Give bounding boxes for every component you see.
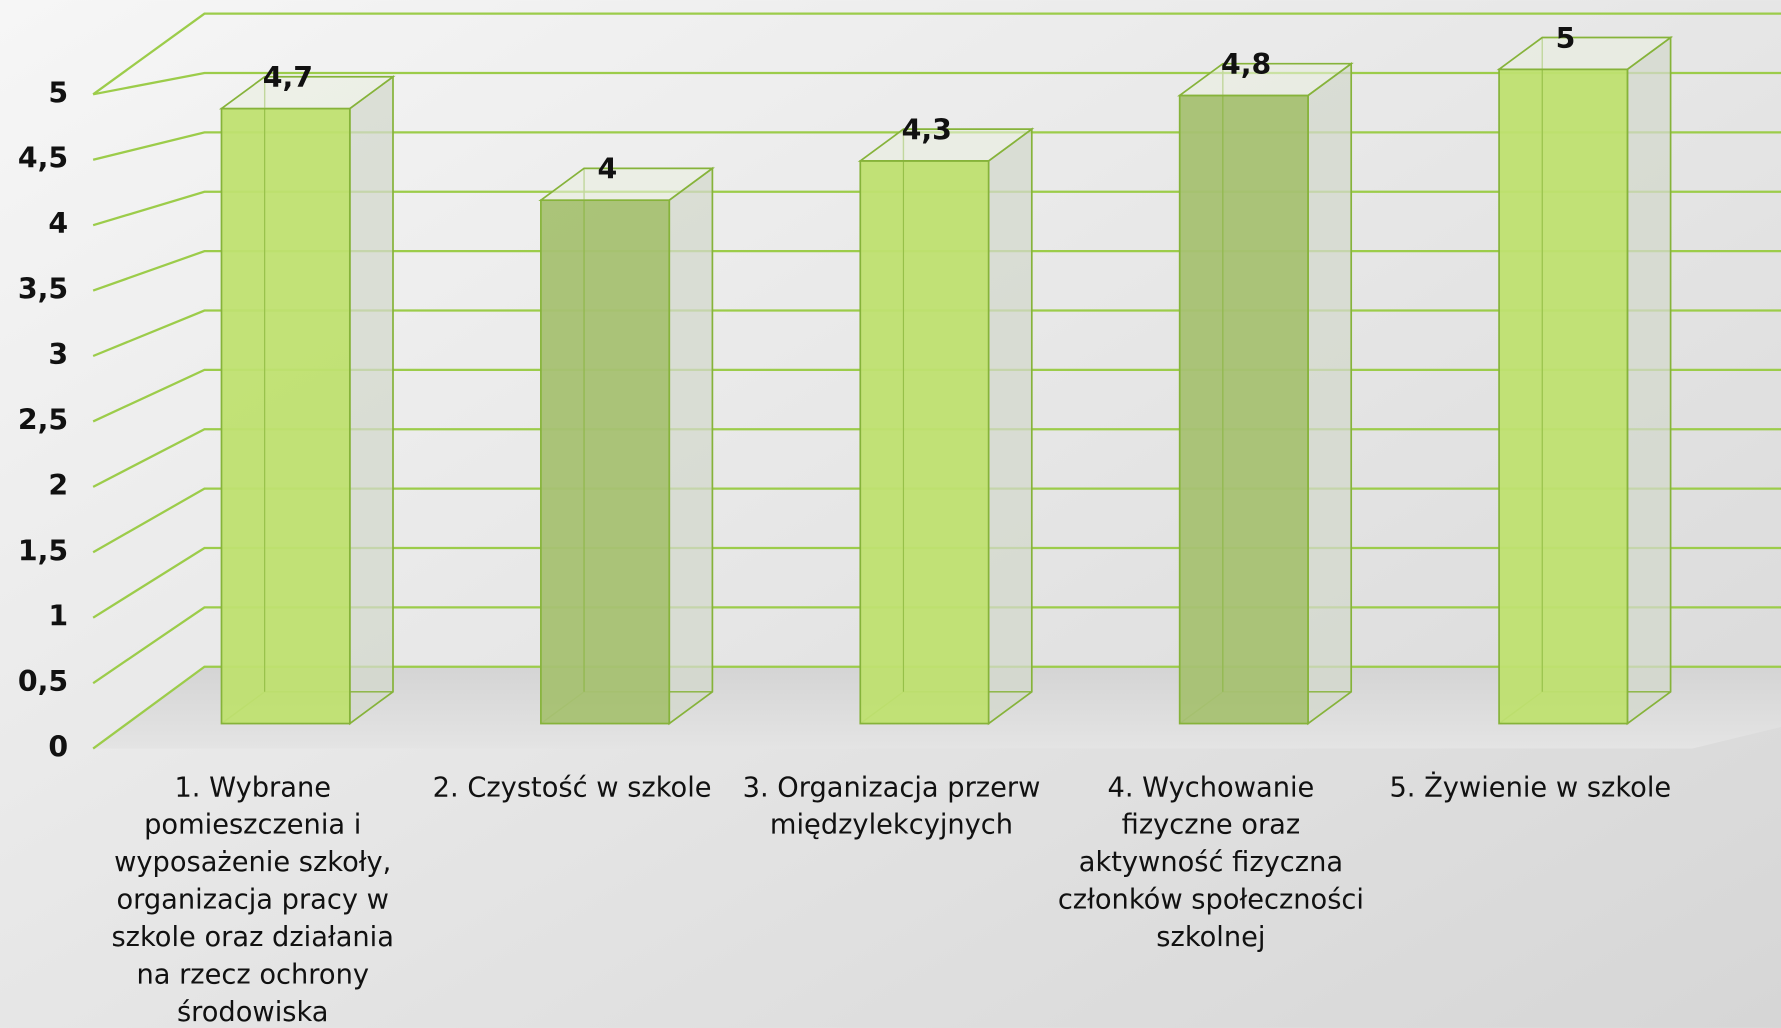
value-label: 4 [597, 153, 617, 186]
x-tick-label: 1. Wybrane pomieszczenia i wyposażenie s… [111, 771, 394, 1028]
bar-top [857, 128, 1035, 162]
x-tick-label: 5. Żywienie w szkole [1389, 771, 1672, 804]
x-tick-label: 3. Organizacja przerw międzylekcyjnych [742, 771, 1041, 841]
wall-frame [92, 12, 1781, 96]
bar-top [538, 167, 715, 202]
y-tick-label: 2,5 [18, 403, 68, 436]
y-tick-label: 3,5 [18, 273, 68, 306]
bar-side [1626, 35, 1672, 726]
bar-top [1496, 36, 1674, 71]
bar [220, 107, 351, 725]
bar-side [668, 166, 714, 726]
x-tick-label: 2. Czystość w szkole [432, 771, 712, 804]
bars [218, 35, 1674, 726]
bar [1498, 68, 1629, 725]
x-tick-label-box: 3. Organizacja przerw międzylekcyjnych [742, 771, 1041, 841]
y-tick-label: 1,5 [18, 534, 68, 567]
x-tick-label-box: 1. Wybrane pomieszczenia i wyposażenie s… [111, 771, 394, 1028]
y-tick-label: 4 [48, 207, 68, 240]
bar-side [1307, 61, 1353, 726]
value-label: 4,7 [263, 61, 313, 94]
bar-side [987, 127, 1033, 726]
value-label: 4,8 [1221, 48, 1271, 81]
y-tick-label: 2 [48, 469, 68, 502]
y-tick-label: 1 [48, 600, 68, 633]
bar-top [218, 75, 396, 110]
bar [1178, 94, 1309, 725]
y-tick-label: 0,5 [18, 665, 68, 698]
y-tick-label: 3 [48, 338, 68, 371]
y-tick-label: 0 [48, 731, 68, 764]
bar [859, 160, 990, 725]
bar [540, 199, 671, 725]
x-tick-label-box: 5. Żywienie w szkole [1389, 771, 1672, 804]
y-tick-label: 5 [48, 76, 68, 109]
value-label: 5 [1556, 22, 1576, 55]
bar-side [348, 75, 394, 726]
x-tick-label-box: 2. Czystość w szkole [432, 771, 712, 804]
value-label: 4,3 [902, 113, 952, 146]
x-tick-label: 4. Wychowanie fizyczne oraz aktywność fi… [1057, 771, 1365, 954]
x-tick-label-box: 4. Wychowanie fizyczne oraz aktywność fi… [1057, 771, 1365, 954]
bar-top [1177, 62, 1354, 97]
y-tick-label: 4,5 [18, 142, 68, 175]
